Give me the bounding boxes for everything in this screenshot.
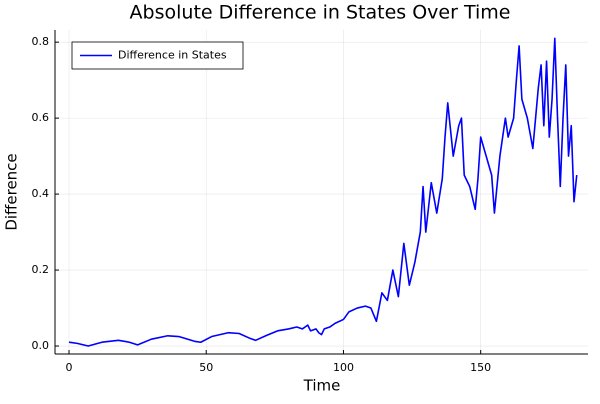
x-axis-label: Time [303, 377, 341, 395]
x-tick-label: 50 [199, 361, 213, 374]
y-axis-label: Difference [3, 153, 21, 230]
x-tick-label: 100 [333, 361, 354, 374]
y-tick-label: 0.2 [32, 263, 50, 276]
data-line [68, 37, 578, 347]
y-tick-label: 0.6 [32, 111, 50, 124]
y-tick-label: 0.4 [32, 187, 50, 200]
chart-title: Absolute Difference in States Over Time [130, 2, 511, 24]
y-tick-label: 0.0 [32, 339, 50, 352]
x-tick-label: 0 [65, 361, 72, 374]
legend-label: Difference in States [118, 49, 227, 62]
x-tick-label: 150 [470, 361, 491, 374]
y-tick-label: 0.8 [32, 35, 50, 48]
